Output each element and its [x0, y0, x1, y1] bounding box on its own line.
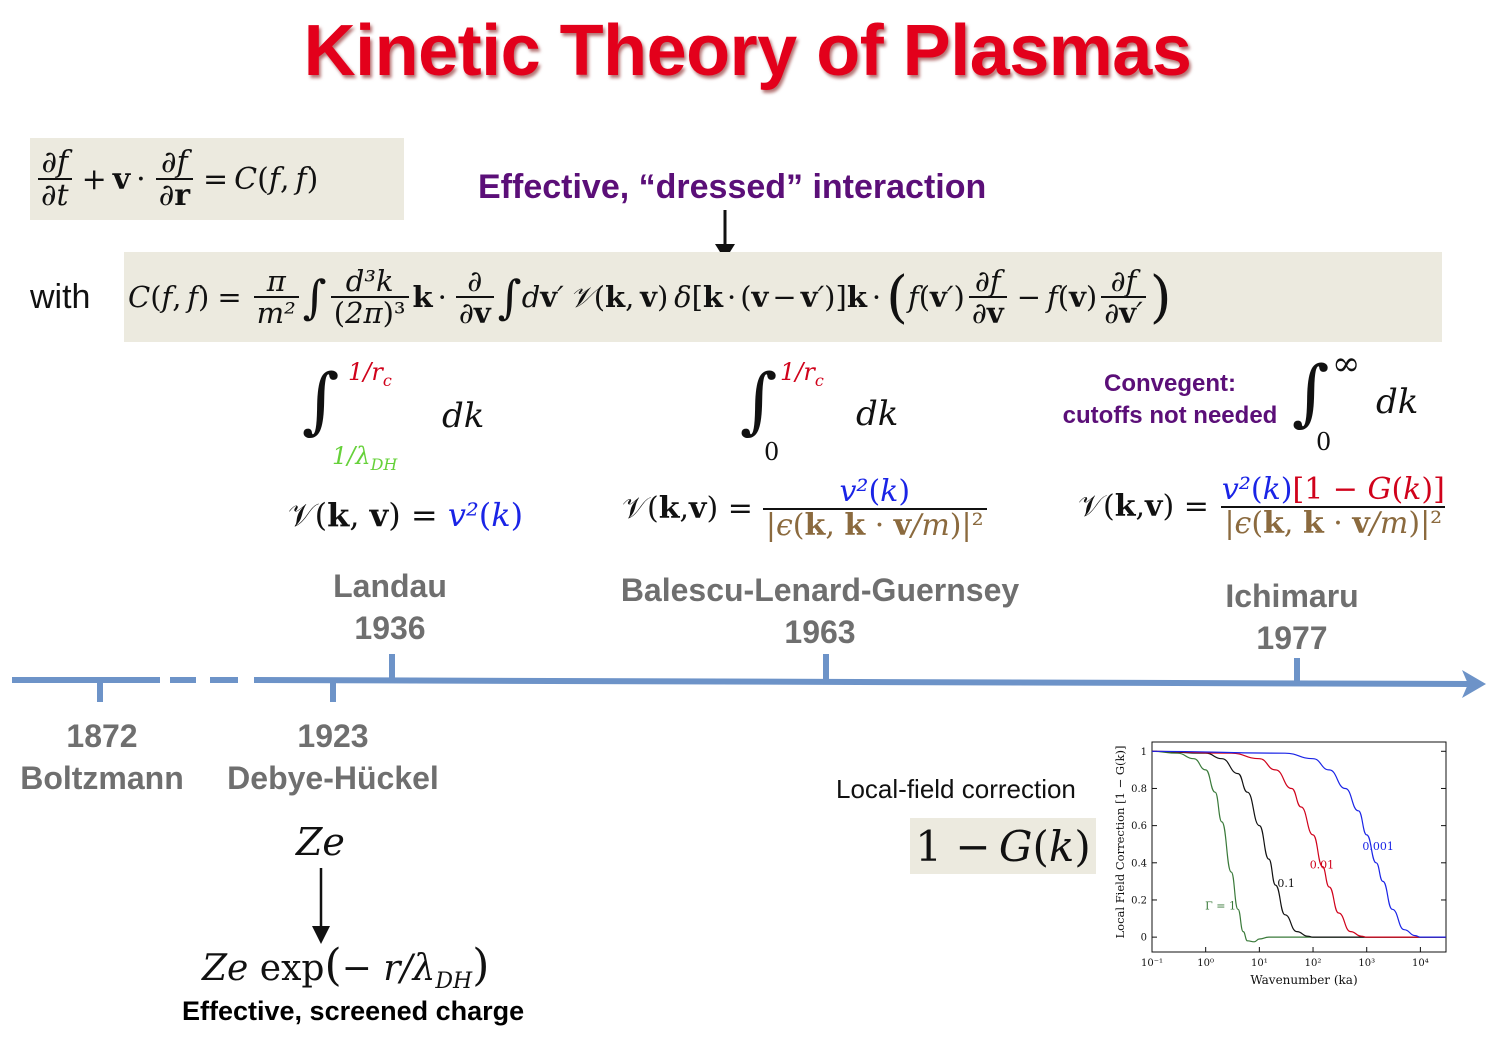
x-tick-label: 10¹: [1251, 958, 1268, 969]
landau-integral: ∫ 1/rc 1/λDH dk: [302, 358, 485, 474]
page-title: Kinetic Theory of Plasmas: [303, 11, 1192, 91]
event-name: Ichimaru: [1225, 578, 1359, 614]
chart-xlabel: Wavenumber (ka): [1250, 973, 1357, 987]
screening-arrow: [312, 868, 330, 944]
local-field-chart: 10⁻¹ 10⁰ 10¹ 10² 10³ 10⁴ 0 0.2 0.4 0.6 0.8 1 Γ = 1 0…: [1113, 741, 1447, 987]
x-tick-label: 10³: [1358, 958, 1375, 969]
series-label: 0.001: [1362, 840, 1394, 853]
with-label: with: [30, 278, 91, 316]
blg-integral: ∫ 1/rc 0 dk: [740, 358, 899, 466]
convergent-line-1: Convegent:: [1104, 370, 1236, 397]
event-blg: Balescu-Lenard-Guernsey 1963: [600, 570, 1040, 653]
y-tick-label: 0.2: [1131, 895, 1147, 906]
event-year: 1963: [784, 613, 856, 650]
event-boltzmann: 1872 Boltzmann: [10, 716, 194, 799]
event-debye-huckel: 1923 Debye-Hückel: [222, 716, 444, 799]
convergent-note: Convegent: cutoffs not needed: [1052, 368, 1288, 433]
timeline-axis: [12, 654, 1486, 702]
series-label: 0.1: [1277, 877, 1295, 890]
x-tick-label: 10⁰: [1197, 958, 1214, 969]
chart-frame: [1151, 741, 1447, 953]
x-tick-label: 10⁻¹: [1141, 958, 1163, 969]
event-landau: Landau 1936: [290, 566, 490, 649]
event-year: 1923: [297, 718, 369, 754]
dressed-interaction-label: Effective, “dressed” interaction: [478, 168, 987, 206]
series-line: [1151, 750, 1446, 943]
event-name: Debye-Hückel: [227, 759, 439, 796]
x-tick-label: 10²: [1305, 958, 1322, 969]
series-line: [1151, 750, 1446, 938]
y-tick-label: 0.4: [1131, 858, 1147, 869]
blg-interaction: 𝒱(k, v) = v²(k) |ϵ(k, k · v/m)|²: [622, 476, 991, 541]
event-ichimaru: Ichimaru 1977: [1192, 576, 1392, 659]
y-tick-label: 1: [1141, 747, 1147, 758]
bare-charge: Ze: [296, 820, 345, 864]
screened-charge-label: Effective, screened charge: [182, 996, 525, 1026]
local-field-formula: 1 − G(k): [910, 818, 1096, 874]
ichimaru-integral: ∫ ∞ 0 dk: [1292, 344, 1419, 456]
event-name: Balescu-Lenard-Guernsey: [620, 572, 1020, 608]
y-tick-label: 0.6: [1131, 821, 1147, 832]
series-label: Γ = 1: [1205, 899, 1236, 912]
series-label: 0.01: [1310, 858, 1335, 871]
event-year: 1977: [1256, 619, 1328, 656]
event-year: 1936: [354, 609, 426, 646]
event-year: 1872: [66, 718, 138, 754]
series-line: [1151, 750, 1446, 938]
y-tick-label: 0: [1141, 933, 1147, 944]
collision-operator: C(f, f) = π m² ∫ d³k (2π)³ k · ∂ ∂v ∫ dv′ 𝒱(…: [124, 252, 1442, 342]
landau-interaction: 𝒱(k, v) = v²(k): [288, 496, 524, 534]
y-tick-label: 0.8: [1131, 784, 1147, 795]
screened-charge-formula: Ze exp(− r/λDH): [202, 940, 490, 995]
x-tick-label: 10⁴: [1412, 958, 1429, 969]
kinetic-equation: ∂f ∂t + v · ∂f ∂r = C(f, f): [30, 138, 404, 220]
chart-ylabel: Local Field Correction [1 − G(k)]: [1113, 746, 1127, 939]
ichimaru-interaction: 𝒱(k, v) = v²(k)[1 − G(k)] |ϵ(k, k · v/m)|…: [1078, 472, 1446, 541]
convergent-line-2: cutoffs not needed: [1062, 402, 1278, 430]
series-line: [1151, 750, 1446, 938]
local-field-label: Local-field correction: [836, 774, 1076, 804]
event-name: Landau: [333, 568, 447, 604]
event-name: Boltzmann: [20, 759, 184, 796]
